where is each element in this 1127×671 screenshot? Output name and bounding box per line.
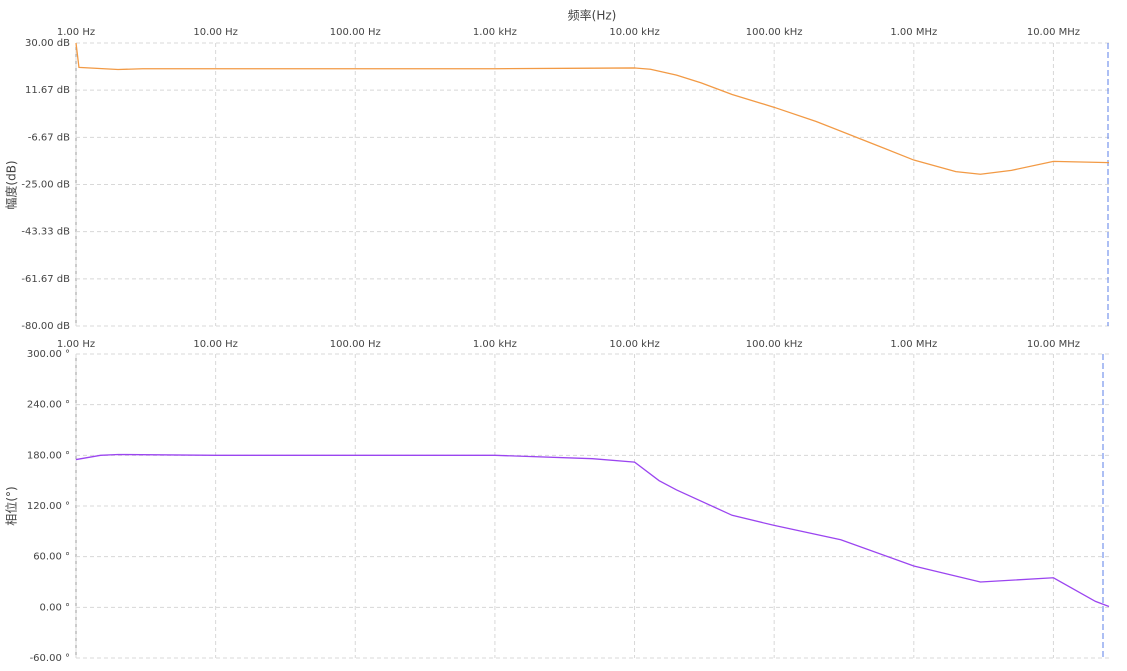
x-tick-label: 10.00 kHz [609,339,659,350]
x-tick-label: 10.00 Hz [193,27,238,38]
y-axis-title: 相位(°) [4,486,19,525]
y-tick-label: 240.00 ° [27,400,70,411]
x-tick-label: 100.00 kHz [746,339,803,350]
x-axis-title: 频率(Hz) [568,8,617,23]
y-tick-label: -43.33 dB [21,227,70,238]
x-tick-label: 100.00 Hz [330,339,381,350]
y-tick-label: 0.00 ° [40,602,70,613]
y-tick-label: 120.00 ° [27,501,70,512]
x-tick-label: 10.00 MHz [1027,27,1080,38]
x-tick-label: 10.00 Hz [193,339,238,350]
y-tick-label: 60.00 ° [33,552,70,563]
x-tick-label: 100.00 kHz [746,27,803,38]
y-axis-title: 幅度(dB) [4,160,19,209]
x-tick-label: 1.00 Hz [57,339,95,350]
y-tick-label: -80.00 dB [21,321,70,332]
y-tick-label: -61.67 dB [21,274,70,285]
data-line [75,453,1110,608]
x-tick-label: 100.00 Hz [330,27,381,38]
y-tick-label: 30.00 dB [25,38,70,49]
x-tick-label: 1.00 MHz [890,27,937,38]
y-tick-label: -25.00 dB [21,180,70,191]
y-tick-label: -6.67 dB [28,132,70,143]
y-tick-label: 180.00 ° [27,450,70,461]
x-tick-label: 1.00 Hz [57,27,95,38]
x-tick-label: 1.00 MHz [890,339,937,350]
data-line [75,42,1110,175]
x-tick-label: 10.00 MHz [1027,339,1080,350]
y-tick-label: 11.67 dB [25,85,70,96]
x-tick-label: 1.00 kHz [473,27,517,38]
x-tick-label: 1.00 kHz [473,339,517,350]
y-tick-label: -60.00 ° [30,653,70,664]
x-tick-label: 10.00 kHz [609,27,659,38]
y-tick-label: 300.00 ° [27,349,70,360]
